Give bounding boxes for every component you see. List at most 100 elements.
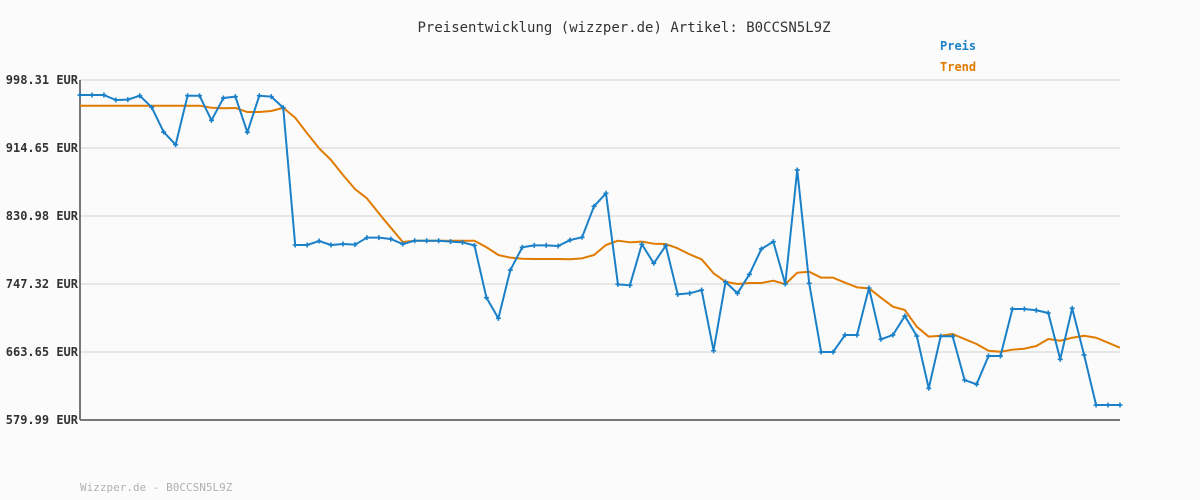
data-point (495, 315, 501, 321)
data-point (268, 94, 274, 100)
data-point (519, 244, 525, 250)
data-point (782, 281, 788, 287)
data-point (388, 236, 394, 242)
data-point (1105, 402, 1111, 408)
data-point (232, 94, 238, 100)
y-axis-ticks: 998.31 EUR 914.65 EUR 830.98 EUR 747.32 EUR… (6, 73, 79, 427)
data-point (890, 332, 896, 338)
data-point (962, 377, 968, 383)
data-point (137, 93, 143, 99)
data-point (149, 104, 155, 110)
y-tick-label: 663.65 EUR (6, 345, 79, 359)
data-point (878, 336, 884, 342)
data-point (699, 287, 705, 293)
y-tick-label: 998.31 EUR (6, 73, 79, 87)
data-point (830, 349, 836, 355)
data-point (400, 241, 406, 247)
data-point (746, 271, 752, 277)
data-point (1033, 307, 1039, 313)
data-point (448, 239, 454, 245)
data-point (974, 381, 980, 387)
data-point (460, 239, 466, 245)
series-line-trend (80, 104, 1121, 353)
data-point (663, 243, 669, 249)
data-point (758, 246, 764, 252)
data-point (197, 93, 203, 99)
footer-text: Wizzper.de - B0CCSN5L9Z (80, 481, 233, 494)
data-point (376, 235, 382, 241)
data-point (220, 95, 226, 101)
data-point (101, 92, 107, 98)
data-point (591, 203, 597, 209)
data-point (507, 267, 513, 273)
gridlines (80, 79, 1120, 354)
y-tick-label: 579.99 EUR (6, 413, 79, 427)
data-point (926, 385, 932, 391)
data-point (986, 353, 992, 359)
data-point (723, 279, 729, 285)
data-point (436, 238, 442, 244)
data-point (1081, 352, 1087, 358)
data-point (424, 238, 430, 244)
data-point (483, 295, 489, 301)
data-point (1069, 305, 1075, 311)
data-point (543, 242, 549, 248)
data-point (818, 349, 824, 355)
data-point (579, 234, 585, 240)
data-point (471, 242, 477, 248)
data-point (842, 332, 848, 338)
data-point (555, 243, 561, 249)
data-point (1021, 306, 1027, 312)
data-point (639, 241, 645, 247)
legend-preis: Preis (940, 39, 976, 53)
data-point (854, 332, 860, 338)
data-point (531, 242, 537, 248)
data-point (304, 242, 310, 248)
legend-trend: Trend (940, 60, 976, 74)
data-point (328, 242, 334, 248)
data-point (77, 92, 83, 98)
data-point (603, 190, 609, 196)
data-point (113, 97, 119, 103)
data-point (256, 93, 262, 99)
data-point (950, 333, 956, 339)
data-point (627, 282, 633, 288)
data-point (1057, 356, 1063, 362)
data-point (806, 280, 812, 286)
series-line-preis (80, 94, 1120, 407)
data-point (997, 353, 1003, 359)
data-point (244, 129, 250, 135)
data-point (914, 333, 920, 339)
data-point (161, 129, 167, 135)
data-point (675, 291, 681, 297)
data-point (1117, 402, 1123, 408)
series-group (77, 92, 1123, 408)
data-point (1009, 306, 1015, 312)
data-point (687, 290, 693, 296)
data-point (340, 241, 346, 247)
data-point (125, 97, 131, 103)
data-point (1045, 310, 1051, 316)
data-point (280, 105, 286, 111)
data-point (866, 285, 872, 291)
y-tick-label: 747.32 EUR (6, 277, 79, 291)
data-point (412, 238, 418, 244)
data-point (734, 290, 740, 296)
data-point (615, 281, 621, 287)
data-point (651, 260, 657, 266)
data-point (364, 235, 370, 241)
data-point (794, 167, 800, 173)
chart-title: Preisentwicklung (wizzper.de) Artikel: B… (417, 20, 830, 36)
data-point (567, 237, 573, 243)
data-point (292, 242, 298, 248)
data-point (902, 313, 908, 319)
data-point (89, 92, 95, 98)
data-point (711, 348, 717, 354)
data-point (185, 93, 191, 99)
data-point (208, 117, 214, 123)
y-tick-label: 830.98 EUR (6, 209, 79, 223)
data-point (938, 333, 944, 339)
data-point (352, 242, 358, 248)
data-point (316, 238, 322, 244)
